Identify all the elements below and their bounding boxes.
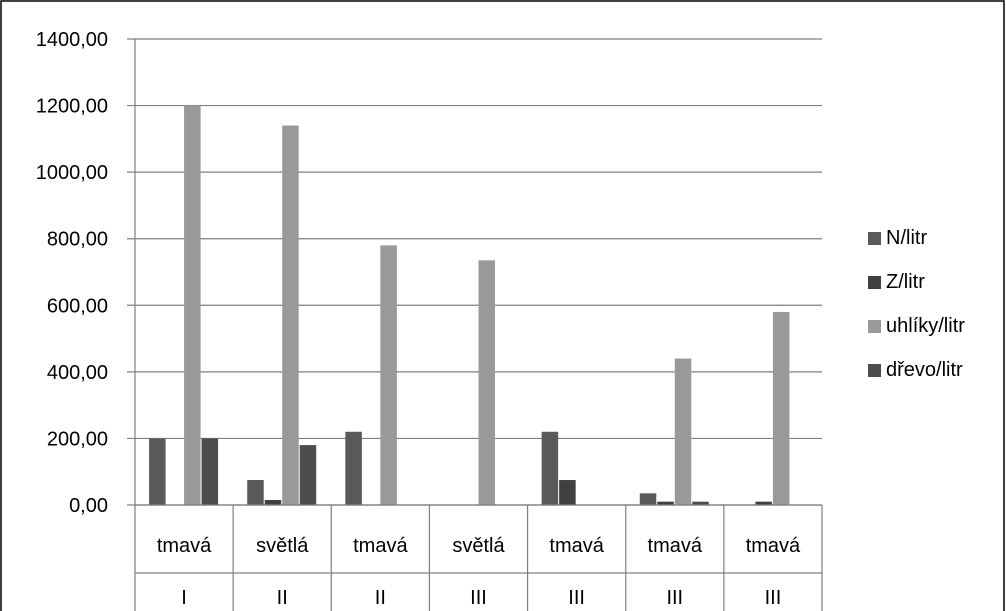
category-group-label: III — [765, 587, 782, 609]
y-tick-label: 1400,00 — [36, 29, 108, 51]
category-label: tmavá — [746, 535, 801, 557]
bars — [149, 105, 790, 506]
bar-uhlkylitr — [282, 125, 299, 506]
bar-devolitr — [201, 438, 219, 505]
category-label: tmavá — [353, 535, 408, 557]
legend-label: uhlíky/litr — [886, 315, 965, 337]
gridlines — [127, 38, 822, 506]
bar-zlitr — [264, 500, 282, 505]
legend-label: dřevo/litr — [886, 359, 963, 381]
bar-zlitr — [657, 501, 674, 505]
category-group-label: III — [568, 587, 585, 609]
category-label: světlá — [452, 535, 505, 557]
y-tick-label: 0,00 — [69, 495, 108, 517]
y-tick-label: 1000,00 — [36, 162, 108, 184]
category-label: světlá — [256, 535, 309, 557]
category-group-label: II — [277, 587, 288, 609]
category-label: tmavá — [549, 535, 604, 557]
legend-swatch — [868, 320, 881, 333]
bar-uhlkylitr — [772, 311, 790, 505]
legend-swatch — [868, 276, 881, 289]
category-group-label: III — [470, 587, 487, 609]
category-group-label: I — [181, 587, 187, 609]
category-label: tmavá — [648, 535, 703, 557]
y-axis-ticks: 0,00 200,00 400,00 600,00 800,00 1000,00 1200,… — [36, 29, 108, 517]
bar-zlitr — [559, 480, 576, 505]
bar-devolitr — [299, 445, 317, 505]
bar-zlitr — [755, 501, 772, 505]
y-tick-label: 1200,00 — [36, 96, 108, 118]
bar-uhlkylitr — [674, 358, 692, 505]
legend-label: Z/litr — [886, 271, 925, 293]
category-group-label: II — [375, 587, 386, 609]
bar-nlitr — [247, 480, 264, 505]
bar-nlitr — [149, 438, 166, 505]
bar-nlitr — [345, 431, 362, 505]
legend-label: N/litr — [886, 227, 927, 249]
legend: N/litr Z/litr uhlíky/litr dřevo/litr — [868, 227, 965, 381]
legend-swatch — [868, 232, 881, 245]
bar-nlitr — [639, 493, 657, 505]
y-tick-label: 600,00 — [47, 295, 108, 317]
category-label: tmavá — [157, 535, 212, 557]
bar-nlitr — [541, 431, 559, 505]
legend-swatch — [868, 364, 881, 377]
bar-devolitr — [692, 501, 709, 505]
bar-uhlkylitr — [184, 105, 201, 506]
y-tick-label: 400,00 — [47, 362, 108, 384]
y-tick-label: 800,00 — [47, 229, 108, 251]
category-group-label: III — [666, 587, 683, 609]
bar-uhlkylitr — [380, 245, 397, 505]
y-tick-label: 200,00 — [47, 428, 108, 450]
bar-uhlkylitr — [478, 260, 495, 505]
